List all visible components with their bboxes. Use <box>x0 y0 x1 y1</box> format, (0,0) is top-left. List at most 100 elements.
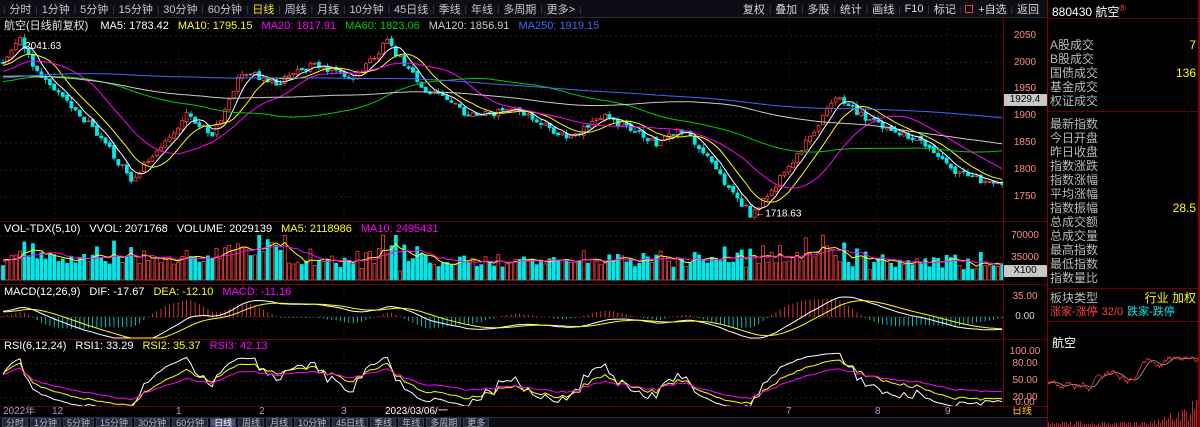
top-tool-item[interactable]: 画线 <box>872 3 895 16</box>
top-period-item[interactable]: 5分钟 <box>80 3 109 16</box>
symbol-name: 航空 <box>1095 5 1120 19</box>
axis-label: 50.00 <box>1012 374 1038 386</box>
separator: | <box>112 3 115 14</box>
bottom-period-button[interactable]: 10分钟 <box>294 418 331 427</box>
divider <box>1048 321 1198 322</box>
axis-label: 1950 <box>1013 83 1037 95</box>
quote-row-label: 指数涨跌 <box>1050 159 1099 173</box>
quote-row: 最低指数 <box>1048 257 1198 271</box>
top-period-item[interactable]: 日线 <box>252 3 275 16</box>
bottom-period-button[interactable]: 分时 <box>2 418 29 427</box>
time-axis-label: 2022年 <box>3 406 36 417</box>
top-period-item[interactable]: 60分钟 <box>207 3 243 16</box>
bottom-period-button[interactable]: 45日线 <box>332 418 369 427</box>
top-period-item[interactable]: 1分钟 <box>41 3 70 16</box>
top-tool-item[interactable]: 返回 <box>1017 3 1039 16</box>
bottom-period-button[interactable]: 5分钟 <box>63 418 95 427</box>
axis-label: 20.00 <box>1012 392 1038 403</box>
quote-row-label: 基金成交 <box>1050 80 1099 94</box>
mini-trend-chart[interactable] <box>1048 352 1198 427</box>
axis-label: 1900 <box>1013 110 1037 122</box>
top-period-item[interactable]: 月线 <box>317 3 340 16</box>
quote-row: 权证成交 <box>1048 94 1198 108</box>
bottom-period-button[interactable]: 更多 <box>463 418 490 427</box>
advancers-label: 涨家-涨停 <box>1050 306 1098 318</box>
bottom-period-button[interactable]: 月线 <box>266 418 293 427</box>
top-tool-item[interactable]: 复权 <box>742 3 765 16</box>
quote-row-label: 权证成交 <box>1050 94 1099 108</box>
highlight-box-icon[interactable] <box>965 4 974 13</box>
bottom-period-button[interactable]: 周线 <box>238 418 265 427</box>
quote-row-label: 总成交额 <box>1050 215 1099 229</box>
quote-row: 最高指数 <box>1048 243 1198 257</box>
top-period-item[interactable]: 30分钟 <box>163 3 198 16</box>
top-period-item[interactable]: 分时 <box>9 3 32 16</box>
axis-label: 1929.4 <box>1003 94 1047 107</box>
top-tool-item[interactable]: 叠加 <box>775 3 798 16</box>
top-toolbar-periods: | 分时 | 1分钟 | 5分钟 | 15分钟 | 30分钟 | 60分钟 | 日线 | 周线 | 月线 | 10分钟… <box>0 1 582 17</box>
top-period-item[interactable]: 15分钟 <box>118 3 153 16</box>
quote-row-label: 指数涨幅 <box>1050 173 1099 187</box>
separator: | <box>959 3 963 14</box>
time-axis-label: 8 <box>875 406 881 417</box>
quote-row: 总成交量 <box>1048 229 1198 243</box>
bottom-period-button[interactable]: 季线 <box>370 418 397 427</box>
top-period-item[interactable]: 更多> <box>546 3 576 16</box>
separator: | <box>73 3 77 14</box>
top-tool-item[interactable]: 统计 <box>839 3 862 16</box>
quote-row-label: 最新指数 <box>1050 117 1099 131</box>
top-period-item[interactable]: 季线 <box>438 3 461 16</box>
axis-divider <box>1003 18 1004 407</box>
bottom-period-button[interactable]: 日线 <box>210 418 237 427</box>
quote-row-label: B股成交 <box>1050 52 1095 66</box>
bottom-period-button[interactable]: 30分钟 <box>134 418 171 427</box>
top-period-item[interactable]: 10分钟 <box>349 3 384 16</box>
quote-row: 基金成交 <box>1048 80 1198 94</box>
mini-chart-title: 航空 <box>1052 336 1077 350</box>
bottom-period-button[interactable]: 15分钟 <box>96 418 133 427</box>
time-axis-label: 2023/03/06/一 <box>385 406 448 417</box>
quote-row: 平均涨幅 <box>1048 187 1198 201</box>
top-tool-item[interactable]: F10 <box>904 2 924 15</box>
bottom-period-button[interactable]: 年线 <box>398 418 425 427</box>
pane-divider <box>0 406 1048 407</box>
axis-label: 0.00 <box>1015 397 1035 408</box>
top-tool-item[interactable]: +自选 <box>978 3 1007 16</box>
quote-row-label: 指数量比 <box>1050 271 1099 285</box>
bottom-period-button[interactable]: 1分钟 <box>30 418 62 427</box>
pane-divider <box>0 221 1048 222</box>
top-tool-item[interactable]: 标记 <box>933 3 956 16</box>
axis-label: 70000 <box>1011 230 1039 241</box>
period-label: 日线 <box>1012 406 1032 417</box>
top-period-item[interactable]: 年线 <box>470 3 493 16</box>
quote-row: 今日开盘 <box>1048 131 1198 145</box>
separator: | <box>387 3 391 14</box>
separator: | <box>432 3 435 14</box>
top-period-item[interactable]: 多周期 <box>503 3 537 16</box>
quote-row-value: 136 <box>1175 66 1196 80</box>
bottom-toolbar: 分时 1分钟 5分钟 15分钟 30分钟 60分钟 日线 周线 月线 10分钟 45日线 季线 年线 多周… <box>0 417 1048 427</box>
bottom-period-button[interactable]: 多周期 <box>426 418 462 427</box>
separator: | <box>1010 3 1013 14</box>
pane-divider <box>0 284 1048 285</box>
axis-label: 1850 <box>1013 137 1037 149</box>
axis-label: 35000 <box>1011 252 1039 263</box>
divider <box>1048 288 1198 289</box>
separator: | <box>833 3 836 14</box>
top-tool-item[interactable]: 多股 <box>807 3 830 16</box>
top-period-item[interactable]: 45日线 <box>394 3 429 16</box>
candlestick-chart-svg[interactable]: 2041.63 ←1718.63 <box>0 18 1003 407</box>
axis-label: 2000 <box>1013 56 1037 68</box>
time-axis-label: 3 <box>341 406 347 417</box>
chart-area[interactable]: 2041.63 ←1718.63 航空(日线前复权) MA5: 1783.42 MA… <box>0 18 1003 407</box>
quote-row-label: 最低指数 <box>1050 257 1099 271</box>
separator: | <box>464 3 467 14</box>
symbol-code: 880430 <box>1052 5 1093 19</box>
separator: | <box>246 3 249 14</box>
top-period-item[interactable]: 周线 <box>284 3 307 16</box>
separator: | <box>310 3 314 14</box>
bottom-period-button[interactable]: 60分钟 <box>172 418 209 427</box>
market-breadth-row: 涨家-涨停 32/0 跌家-跌停 <box>1048 305 1198 319</box>
separator: | <box>156 3 160 14</box>
